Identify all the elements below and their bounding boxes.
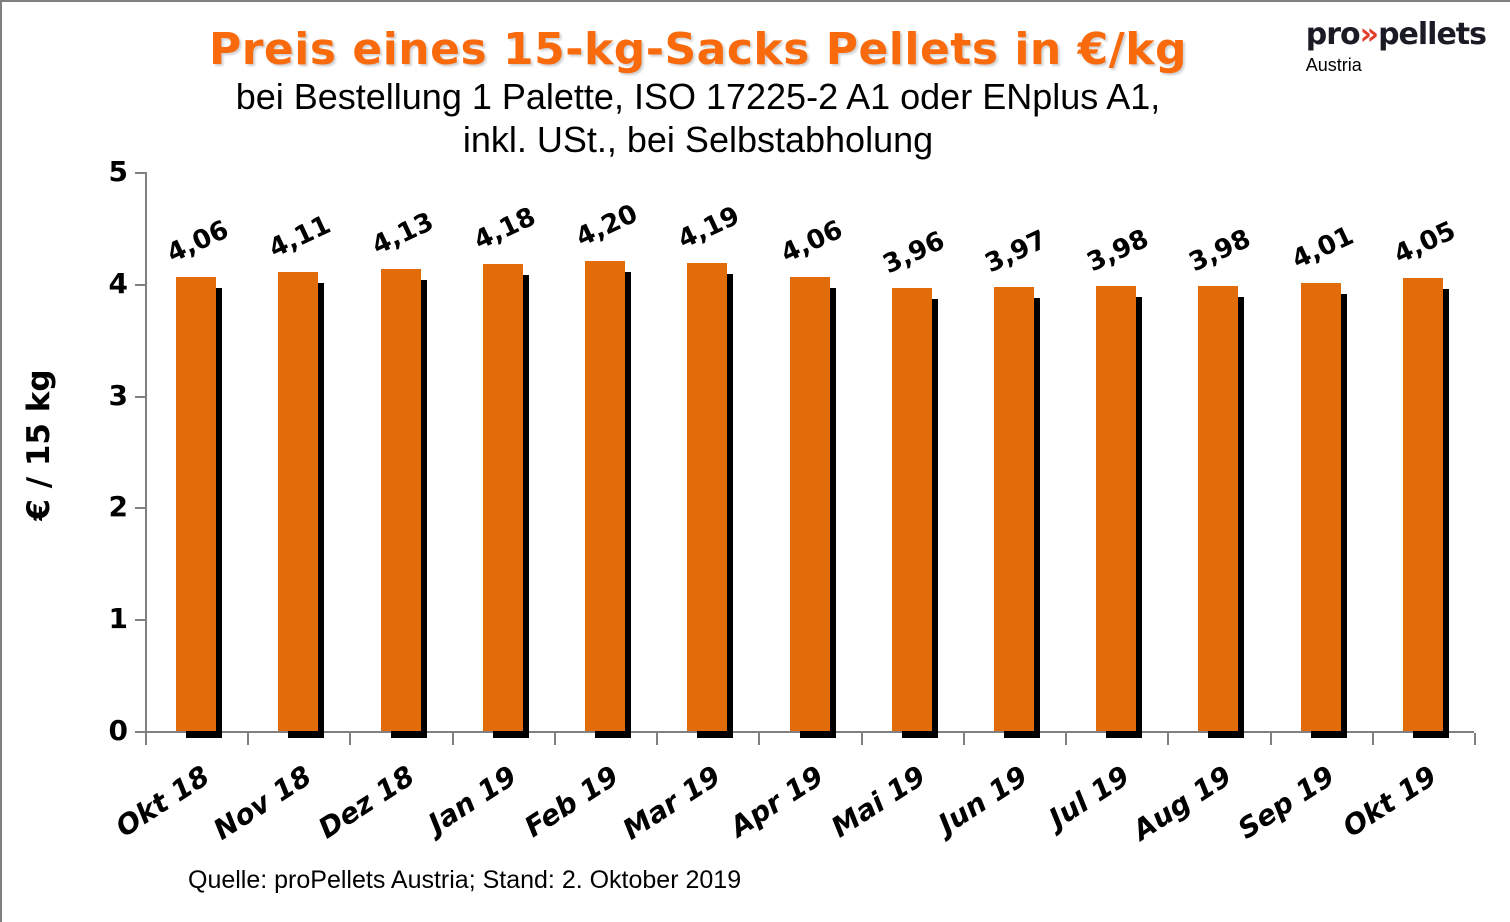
y-axis-line (145, 172, 147, 731)
x-axis-tick (1269, 733, 1272, 745)
bar (789, 277, 830, 731)
x-axis-tick (451, 733, 454, 745)
y-tick-label: 3 (108, 378, 128, 412)
bar (482, 263, 523, 731)
propellets-logo: pro»pellets Austria (1305, 17, 1487, 76)
x-axis-label: Aug 19 (1127, 759, 1238, 847)
y-axis-tick (135, 507, 145, 510)
y-tick-label: 1 (108, 602, 128, 636)
chart-subtitle-line2: inkl. USt., bei Selbstabholung (462, 119, 934, 160)
chart-subtitle-line1: bei Bestellung 1 Palette, ISO 17225-2 A1… (235, 76, 1161, 117)
x-axis-label: Sep 19 (1231, 759, 1341, 846)
bar (1300, 282, 1341, 731)
x-axis-label: Jun 19 (932, 759, 1034, 841)
logo-text-pro: pro (1305, 17, 1361, 52)
x-axis-tick (1371, 733, 1374, 745)
y-axis-tick (135, 619, 145, 622)
y-tick-label: 4 (108, 266, 128, 300)
bar (278, 271, 319, 731)
x-axis-tick (758, 733, 761, 745)
bar (1096, 286, 1137, 731)
logo-chevrons-icon: » (1359, 17, 1379, 52)
y-axis-tick (135, 731, 145, 733)
y-tick-label: 0 (108, 714, 128, 747)
bar (1402, 278, 1443, 731)
y-axis-tick (135, 172, 145, 174)
bar (687, 262, 728, 731)
x-axis-label: Jul 19 (1043, 759, 1136, 836)
source-note: Quelle: proPellets Austria; Stand: 2. Ok… (188, 866, 742, 894)
x-axis-tick (962, 733, 965, 745)
x-axis-line (145, 731, 1474, 733)
bar (993, 287, 1034, 731)
title-block: Preis eines 15-kg-Sacks Pellets in €/kg … (2, 24, 1394, 161)
x-axis-tick (1065, 733, 1068, 745)
x-axis-tick (656, 733, 659, 745)
x-axis-label: Okt 18 (109, 759, 216, 844)
x-axis-tick (860, 733, 863, 745)
logo-wordmark: pro»pellets (1305, 17, 1487, 52)
bar (380, 269, 421, 731)
bar (891, 288, 932, 731)
x-axis-tick (1474, 733, 1476, 745)
logo-text-pellets: pellets (1378, 17, 1487, 52)
y-tick-label: 2 (108, 490, 128, 524)
x-axis-tick (553, 733, 556, 745)
chart-title: Preis eines 15-kg-Sacks Pellets in €/kg (208, 24, 1188, 75)
x-axis-label: Okt 19 (1336, 759, 1443, 844)
bar (176, 277, 217, 731)
y-tick-label: 5 (108, 155, 128, 188)
x-axis-tick (145, 733, 147, 745)
y-axis-tick (135, 283, 145, 286)
x-axis-tick (349, 733, 352, 745)
x-axis-tick (1167, 733, 1170, 745)
logo-subtext: Austria (1305, 55, 1362, 75)
y-axis-title: € / 15 kg (21, 369, 57, 521)
bar (585, 261, 626, 731)
x-axis-tick (247, 733, 250, 745)
bar (1198, 286, 1239, 731)
y-axis-tick (135, 395, 145, 398)
x-axis-label: Mai 19 (825, 759, 932, 845)
